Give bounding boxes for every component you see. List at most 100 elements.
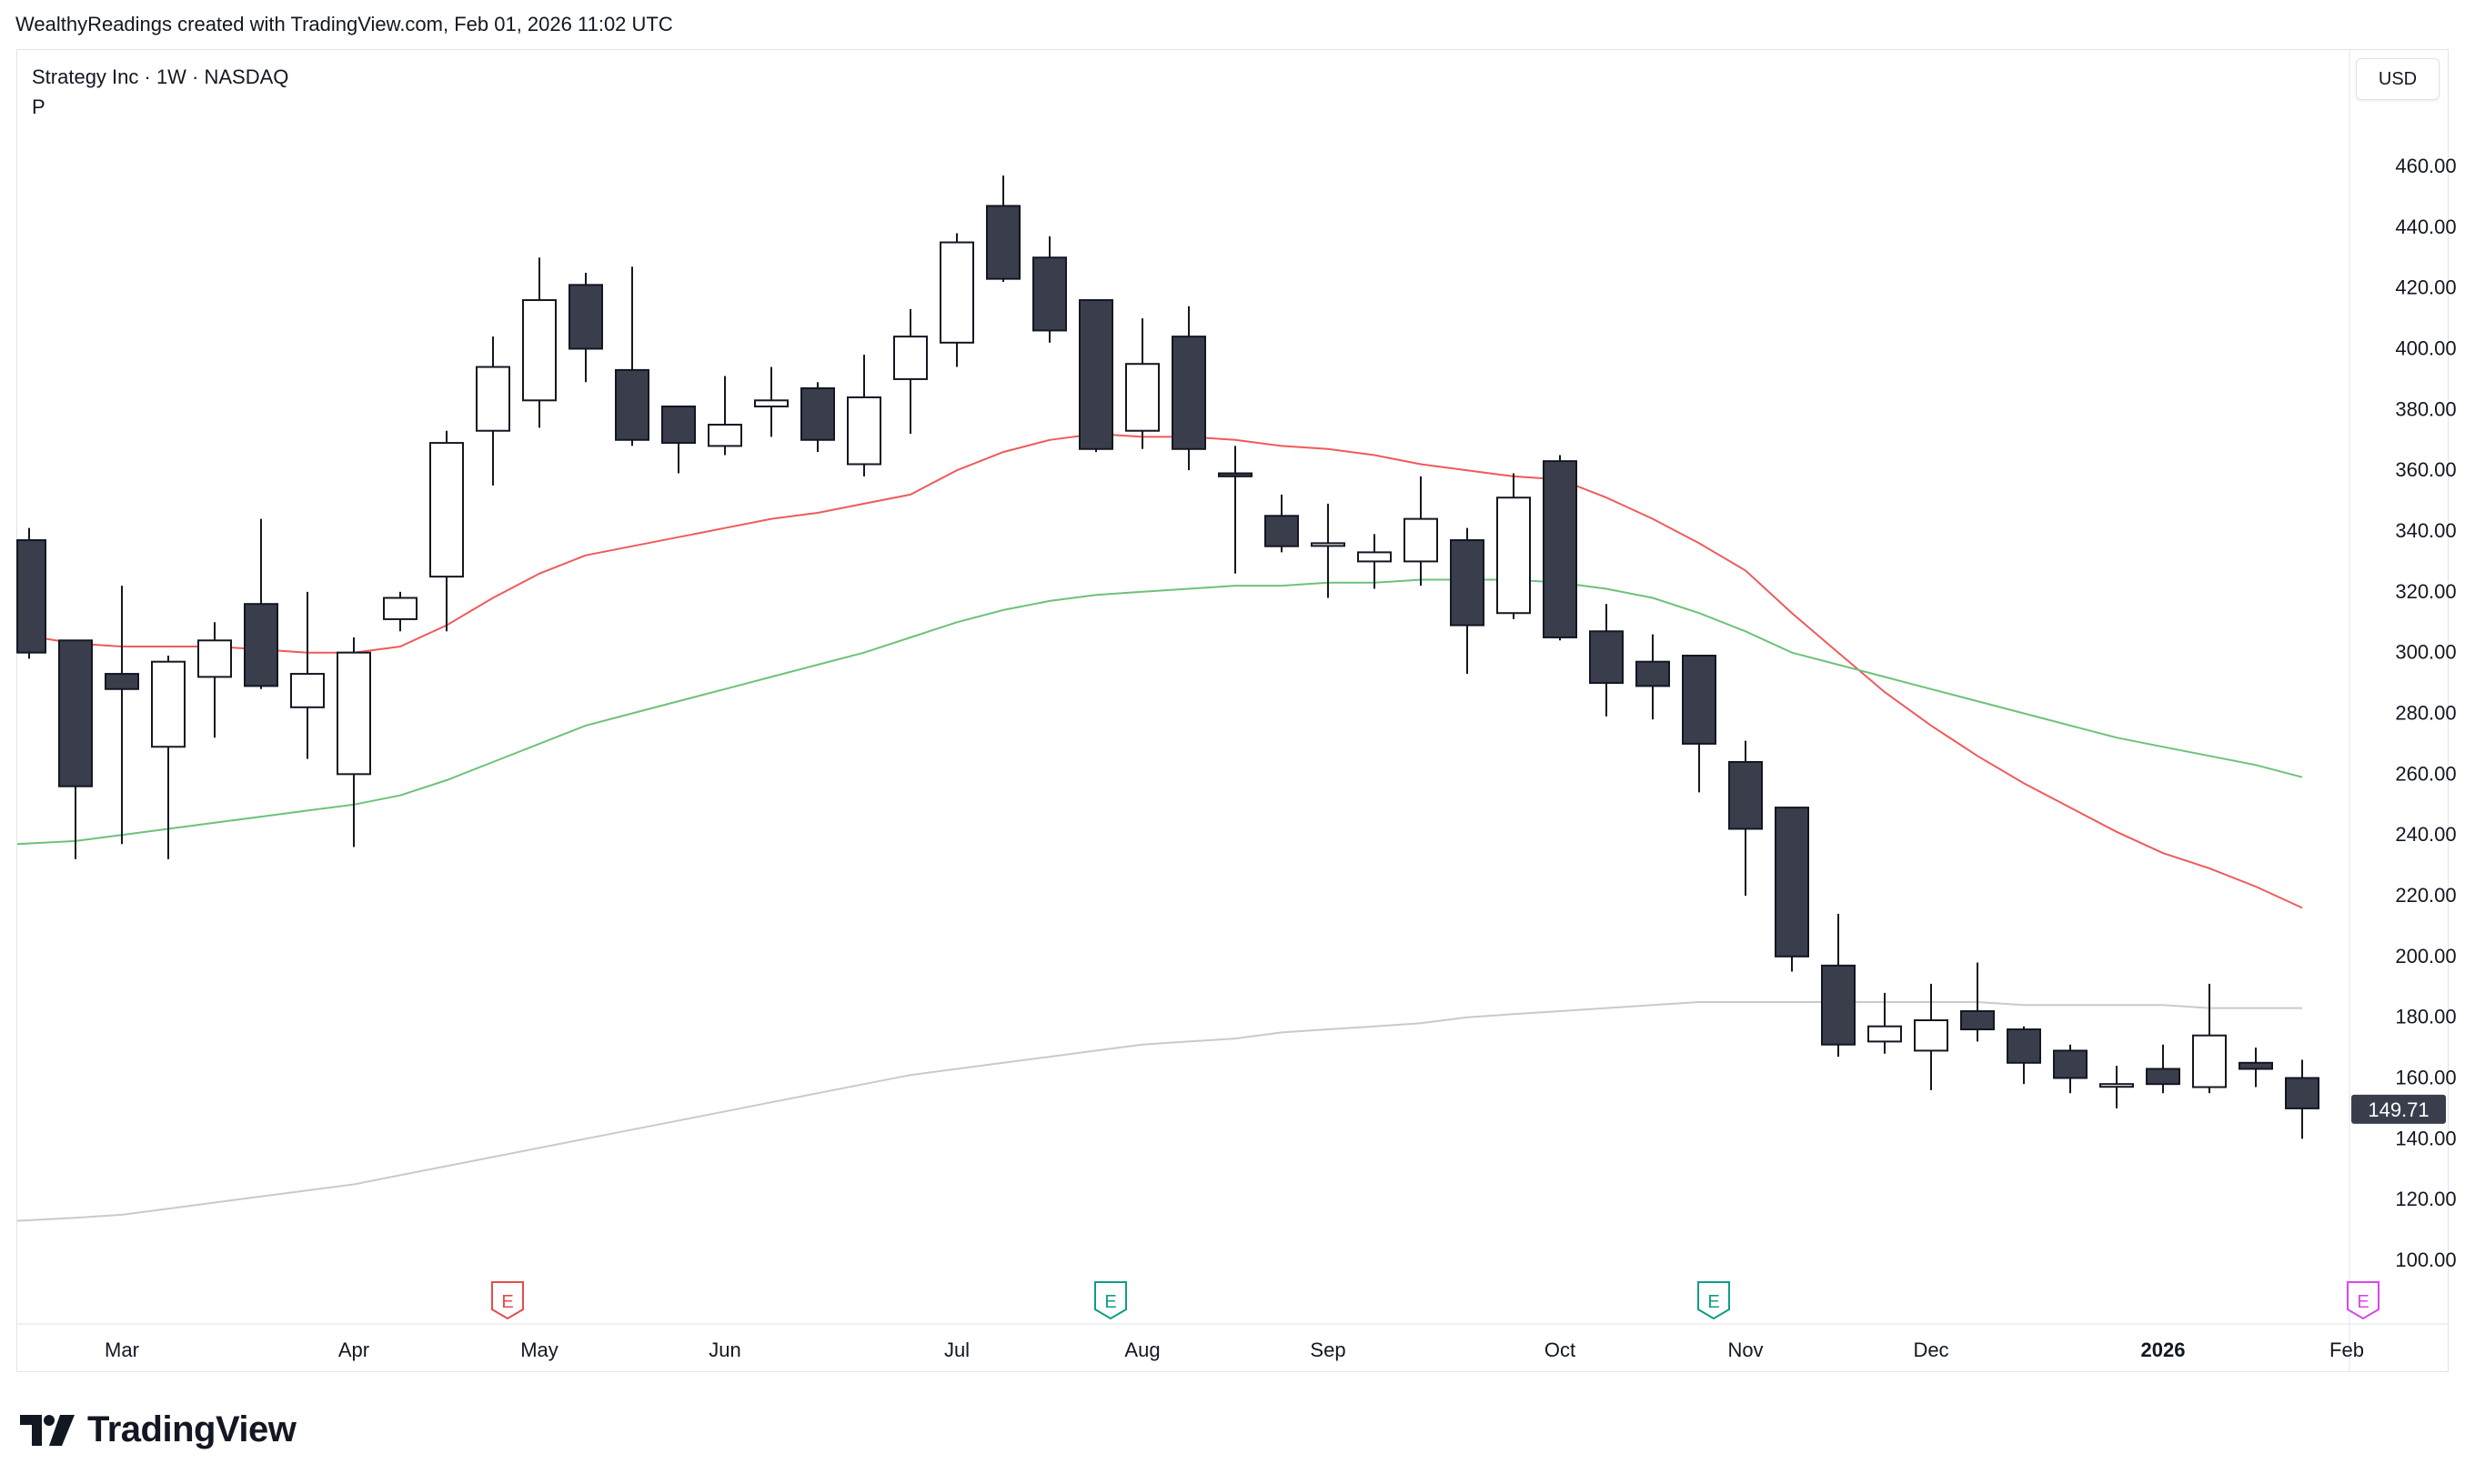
earnings-marker-label: E xyxy=(501,1292,513,1312)
candle xyxy=(1914,983,1948,1090)
moving-average-line-1 xyxy=(16,433,2303,909)
candle-body xyxy=(1682,655,1716,745)
time-tick-label: Jul xyxy=(944,1339,970,1361)
candle-body xyxy=(940,241,974,344)
price-tick-label: 220.00 xyxy=(2395,884,2456,907)
legend-title: Strategy Inc · 1W · NASDAQ xyxy=(32,65,289,88)
price-tick-label: 420.00 xyxy=(2395,276,2456,299)
candle xyxy=(290,591,325,759)
earnings-marker-shape xyxy=(491,1281,524,1320)
legend-subtitle: P xyxy=(32,95,45,118)
candle-body xyxy=(1496,496,1531,615)
candle xyxy=(383,591,418,632)
moving-average-line-2 xyxy=(16,578,2303,846)
candle-body xyxy=(429,442,464,578)
candle-body xyxy=(1450,539,1484,627)
candle-body xyxy=(893,336,928,380)
candle-body xyxy=(1311,542,1345,547)
earnings-marker-label: E xyxy=(1104,1292,1116,1312)
candle-body xyxy=(2053,1049,2088,1079)
tradingview-logo[interactable]: TradingView xyxy=(20,1409,297,1450)
candle xyxy=(1867,992,1902,1054)
price-tick-label: 100.00 xyxy=(2395,1248,2456,1271)
candle xyxy=(708,376,742,456)
candle-body xyxy=(1125,363,1160,432)
candle xyxy=(1311,503,1345,598)
tradingview-logo-icon xyxy=(20,1414,75,1446)
price-tick-label: 320.00 xyxy=(2395,580,2456,603)
candle-body xyxy=(1728,760,1763,830)
candle xyxy=(476,336,510,486)
candle xyxy=(197,622,232,738)
candle xyxy=(2053,1044,2088,1094)
candle xyxy=(1960,962,1995,1042)
candle xyxy=(1682,655,1716,793)
candle xyxy=(1357,534,1392,589)
price-tick-label: 340.00 xyxy=(2395,519,2456,542)
candle xyxy=(661,405,696,474)
candle-body xyxy=(2099,1083,2134,1088)
earnings-marker: E xyxy=(2347,1281,2379,1320)
candle-body xyxy=(1960,1009,1995,1031)
candle-body xyxy=(1867,1025,1902,1043)
time-tick-label: Sep xyxy=(1310,1339,1345,1361)
price-tick-label: 160.00 xyxy=(2395,1067,2456,1089)
price-tick-label: 240.00 xyxy=(2395,823,2456,846)
candle xyxy=(1496,473,1531,619)
time-tick-label: Oct xyxy=(1544,1339,1575,1361)
candle-body xyxy=(151,660,186,748)
price-tick-label: 460.00 xyxy=(2395,155,2456,177)
candle-body xyxy=(661,405,696,445)
candle xyxy=(16,527,46,659)
candle-body xyxy=(290,673,325,708)
candle xyxy=(986,175,1021,282)
candle-body xyxy=(708,424,742,447)
candle-body xyxy=(754,399,789,407)
candle xyxy=(568,272,603,383)
earnings-marker: E xyxy=(1094,1281,1127,1320)
candle xyxy=(1775,807,1809,972)
candle-body xyxy=(197,639,232,678)
time-tick-label: Jun xyxy=(709,1339,740,1361)
last-price-badge xyxy=(2351,1094,2446,1124)
candles xyxy=(16,175,2319,1139)
candle xyxy=(754,366,789,437)
candle xyxy=(2007,1026,2041,1085)
price-tick-label: 360.00 xyxy=(2395,458,2456,481)
price-tick-label: 140.00 xyxy=(2395,1127,2456,1149)
candle xyxy=(244,518,278,689)
candle-body xyxy=(1914,1019,1948,1052)
candle xyxy=(1218,446,1253,574)
candle-body xyxy=(1079,299,1113,450)
attribution-header: WealthyReadings created with TradingView… xyxy=(15,13,673,35)
candle xyxy=(337,637,371,847)
candle xyxy=(1032,236,1067,343)
last-price-label: 149.71 xyxy=(2368,1098,2429,1121)
candle xyxy=(893,309,928,435)
price-tick-label: 260.00 xyxy=(2395,762,2456,785)
candle-body xyxy=(1404,517,1438,563)
candle-body xyxy=(615,368,649,441)
earnings-marker-label: E xyxy=(2357,1292,2369,1312)
candle xyxy=(151,656,186,859)
candle xyxy=(1172,306,1206,471)
candle xyxy=(2099,1066,2134,1108)
currency-button[interactable]: USD xyxy=(2356,58,2440,100)
candle-body xyxy=(1264,515,1299,547)
time-tick-label: Nov xyxy=(1727,1339,1763,1361)
price-tick-label: 280.00 xyxy=(2395,702,2456,725)
candle-body xyxy=(1775,807,1809,958)
candle-body xyxy=(58,639,93,787)
time-axis: Mar Apr May Jun Jul Aug Sep Oct Nov Dec 2026 Feb xyxy=(105,1339,2364,1361)
candle xyxy=(1450,527,1484,675)
candle xyxy=(615,266,649,446)
candle-body xyxy=(1172,336,1206,450)
earnings-marker: E xyxy=(1697,1281,1730,1320)
candle xyxy=(429,430,464,632)
candle-body xyxy=(244,603,278,687)
candle-body xyxy=(1032,256,1067,332)
last-price-marker: 149.71 xyxy=(2351,1094,2446,1124)
candle-body xyxy=(1635,660,1670,687)
